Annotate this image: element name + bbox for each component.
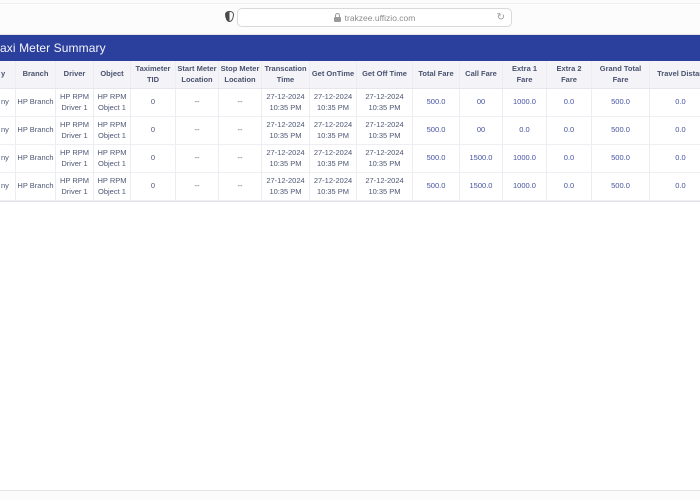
cell-transcation_time: 27-12-2024 10:35 PM — [262, 173, 310, 200]
cell-call_fare: 1500.0 — [460, 173, 503, 200]
column-header-driver[interactable]: Driver — [56, 61, 94, 88]
cell-stop_meter_location: -- — [219, 89, 262, 116]
cell-start_meter_location: -- — [176, 89, 219, 116]
column-header-travel_distance[interactable]: Travel Distan — [650, 61, 700, 88]
cell-taximeter_tid: 0 — [131, 117, 176, 144]
cell-get_off_time: 27-12-2024 10:35 PM — [357, 145, 413, 172]
page-title: axi Meter Summary — [0, 41, 106, 55]
cell-taximeter_tid: 0 — [131, 145, 176, 172]
cell-taximeter_tid: 0 — [131, 89, 176, 116]
column-header-grand_total_fare[interactable]: Grand Total Fare — [592, 61, 650, 88]
table-header-row: y Branch Driver Object Taximeter TID Start Me… — [0, 61, 700, 89]
cell-get_ontime: 27-12-2024 10:35 PM — [310, 145, 357, 172]
cell-get_ontime: 27-12-2024 10:35 PM — [310, 117, 357, 144]
table-row[interactable]: ny HP Branch HP RPM Driver 1 HP RPM Object … — [0, 173, 700, 201]
privacy-shield-icon[interactable] — [225, 11, 234, 22]
page-title-bar: axi Meter Summary — [0, 35, 700, 61]
cell-grand_total_fare: 500.0 — [592, 173, 650, 200]
cell-stop_meter_location: -- — [219, 173, 262, 200]
cell-get_off_time: 27-12-2024 10:35 PM — [357, 89, 413, 116]
cell-get_off_time: 27-12-2024 10:35 PM — [357, 173, 413, 200]
cell-total_fare: 500.0 — [413, 145, 460, 172]
column-header-extra1_fare[interactable]: Extra 1 Fare — [503, 61, 547, 88]
column-header-get_ontime[interactable]: Get OnTime — [310, 61, 357, 88]
cell-extra2_fare: 0.0 — [547, 89, 592, 116]
taxi-meter-summary-table: y Branch Driver Object Taximeter TID Start Me… — [0, 61, 700, 202]
cell-get_ontime: 27-12-2024 10:35 PM — [310, 89, 357, 116]
cell-start_meter_location: -- — [176, 145, 219, 172]
reload-icon[interactable]: ↻ — [496, 12, 505, 23]
table-body: ny HP Branch HP RPM Driver 1 HP RPM Object … — [0, 89, 700, 202]
column-header-start_meter_location[interactable]: Start Meter Location — [176, 61, 219, 88]
cell-get_ontime: 27-12-2024 10:35 PM — [310, 173, 357, 200]
cell-travel_distance: 0.0 — [650, 145, 700, 172]
cell-company: ny — [0, 117, 16, 144]
column-header-company[interactable]: y — [0, 61, 16, 88]
cell-company: ny — [0, 173, 16, 200]
address-bar[interactable]: trakzee.uffizio.com ↻ — [237, 8, 512, 27]
cell-extra1_fare: 1000.0 — [503, 89, 547, 116]
table-row[interactable]: ny HP Branch HP RPM Driver 1 HP RPM Object … — [0, 89, 700, 117]
cell-extra1_fare: 1000.0 — [503, 173, 547, 200]
cell-total_fare: 500.0 — [413, 117, 460, 144]
cell-travel_distance: 0.0 — [650, 117, 700, 144]
cell-company: ny — [0, 89, 16, 116]
cell-company: ny — [0, 145, 16, 172]
column-header-object[interactable]: Object — [94, 61, 131, 88]
cell-object: HP RPM Object 1 — [94, 89, 131, 116]
cell-taximeter_tid: 0 — [131, 173, 176, 200]
cell-stop_meter_location: -- — [219, 145, 262, 172]
cell-call_fare: 00 — [460, 117, 503, 144]
column-header-taximeter_tid[interactable]: Taximeter TID — [131, 61, 176, 88]
cell-branch: HP Branch — [16, 145, 56, 172]
cell-transcation_time: 27-12-2024 10:35 PM — [262, 145, 310, 172]
window-top-divider — [0, 3, 700, 4]
cell-extra2_fare: 0.0 — [547, 173, 592, 200]
browser-chrome: trakzee.uffizio.com ↻ — [0, 0, 700, 35]
cell-object: HP RPM Object 1 — [94, 145, 131, 172]
cell-start_meter_location: -- — [176, 117, 219, 144]
cell-get_off_time: 27-12-2024 10:35 PM — [357, 117, 413, 144]
cell-travel_distance: 0.0 — [650, 173, 700, 200]
cell-total_fare: 500.0 — [413, 173, 460, 200]
cell-call_fare: 1500.0 — [460, 145, 503, 172]
table-row[interactable]: ny HP Branch HP RPM Driver 1 HP RPM Object … — [0, 117, 700, 145]
cell-total_fare: 500.0 — [413, 89, 460, 116]
cell-branch: HP Branch — [16, 117, 56, 144]
cell-grand_total_fare: 500.0 — [592, 117, 650, 144]
column-header-total_fare[interactable]: Total Fare — [413, 61, 460, 88]
address-url[interactable]: trakzee.uffizio.com — [344, 12, 416, 23]
column-header-extra2_fare[interactable]: Extra 2 Fare — [547, 61, 592, 88]
cell-object: HP RPM Object 1 — [94, 173, 131, 200]
cell-stop_meter_location: -- — [219, 117, 262, 144]
column-header-branch[interactable]: Branch — [16, 61, 56, 88]
cell-grand_total_fare: 500.0 — [592, 145, 650, 172]
column-header-call_fare[interactable]: Call Fare — [460, 61, 503, 88]
column-header-stop_meter_location[interactable]: Stop Meter Location — [219, 61, 262, 88]
cell-travel_distance: 0.0 — [650, 89, 700, 116]
cell-branch: HP Branch — [16, 173, 56, 200]
cell-grand_total_fare: 500.0 — [592, 89, 650, 116]
table-row[interactable]: ny HP Branch HP RPM Driver 1 HP RPM Object … — [0, 145, 700, 173]
cell-transcation_time: 27-12-2024 10:35 PM — [262, 117, 310, 144]
cell-extra1_fare: 0.0 — [503, 117, 547, 144]
cell-object: HP RPM Object 1 — [94, 117, 131, 144]
cell-start_meter_location: -- — [176, 173, 219, 200]
cell-driver: HP RPM Driver 1 — [56, 145, 94, 172]
cell-extra1_fare: 1000.0 — [503, 145, 547, 172]
window-bottom-bar — [0, 490, 700, 500]
cell-call_fare: 00 — [460, 89, 503, 116]
cell-transcation_time: 27-12-2024 10:35 PM — [262, 89, 310, 116]
column-header-transcation_time[interactable]: Transcation Time — [262, 61, 310, 88]
cell-branch: HP Branch — [16, 89, 56, 116]
cell-driver: HP RPM Driver 1 — [56, 89, 94, 116]
column-header-get_off_time[interactable]: Get Off Time — [357, 61, 413, 88]
cell-driver: HP RPM Driver 1 — [56, 117, 94, 144]
cell-extra2_fare: 0.0 — [547, 117, 592, 144]
lock-icon — [333, 12, 341, 22]
cell-extra2_fare: 0.0 — [547, 145, 592, 172]
cell-driver: HP RPM Driver 1 — [56, 173, 94, 200]
